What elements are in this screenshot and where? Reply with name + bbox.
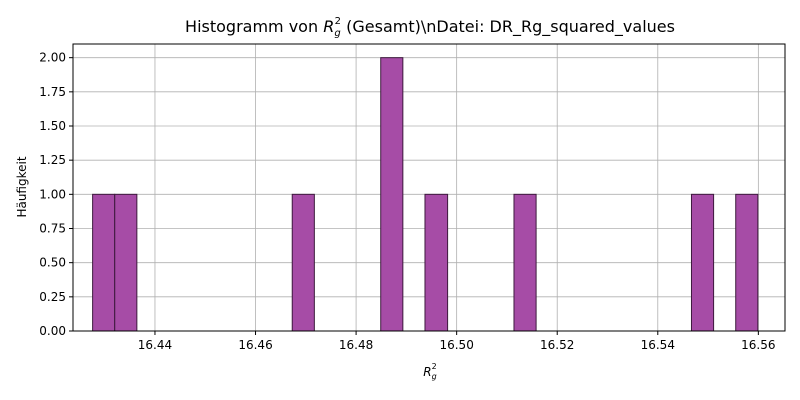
x-tick-label: 16.44 (138, 338, 172, 352)
y-tick-label: 1.50 (39, 119, 66, 133)
y-tick-label: 2.00 (39, 51, 66, 65)
histogram-bar (114, 193, 138, 332)
y-axis-label: Häufigkeit (15, 156, 29, 217)
histogram-bar (380, 57, 404, 332)
x-tick-label: 16.52 (540, 338, 574, 352)
y-tick-label: 1.75 (39, 85, 66, 99)
y-tick-label: 1.00 (39, 187, 66, 201)
histogram-bar (424, 193, 449, 332)
y-tick-label: 0.75 (39, 222, 66, 236)
histogram-bar (513, 193, 537, 332)
x-tick-label: 16.54 (641, 338, 675, 352)
plot-frame (72, 43, 786, 332)
x-tick-label: 16.50 (439, 338, 473, 352)
histogram-bar (291, 193, 315, 332)
histogram-bar (92, 193, 116, 332)
y-tick-label: 0.00 (39, 324, 66, 338)
y-tick-label: 1.25 (39, 153, 66, 167)
histogram-bar (690, 193, 715, 332)
y-tick-label: 0.50 (39, 256, 66, 270)
x-axis-label: Rg2 (423, 362, 437, 381)
x-tick-label: 16.48 (339, 338, 373, 352)
grid-layer (73, 44, 785, 332)
bars-layer (92, 57, 759, 332)
chart-title: Histogramm von Rg2 (Gesamt)\nDatei: DR_R… (185, 16, 675, 39)
x-tick-label: 16.56 (741, 338, 775, 352)
ticks-layer: 16.44 16.46 16.48 16.50 16.52 16.54 16.56 0.00 0… (39, 51, 775, 352)
x-tick-label: 16.46 (238, 338, 272, 352)
y-tick-label: 0.25 (39, 290, 66, 304)
histogram-bar (735, 193, 759, 332)
